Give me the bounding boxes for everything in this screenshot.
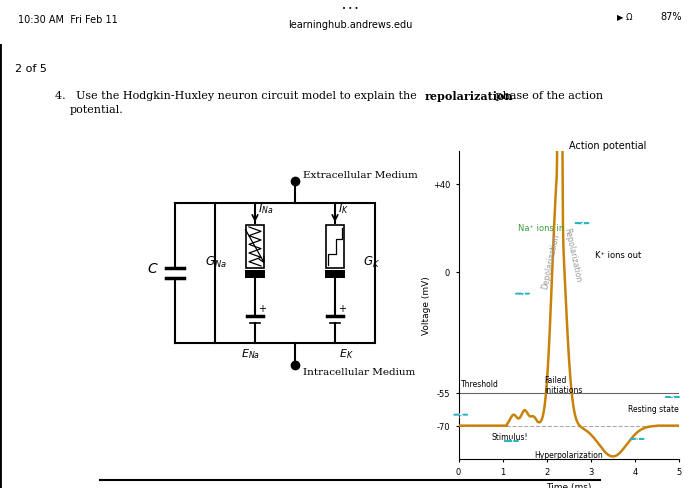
Text: $C$: $C$ bbox=[148, 262, 159, 275]
Text: K⁺ ions out: K⁺ ions out bbox=[595, 250, 641, 259]
X-axis label: Time (ms): Time (ms) bbox=[546, 482, 592, 488]
Circle shape bbox=[505, 441, 519, 442]
Text: learninghub.andrews.edu: learninghub.andrews.edu bbox=[288, 20, 412, 30]
Text: 4: 4 bbox=[635, 436, 640, 442]
Text: $G_{Na}$: $G_{Na}$ bbox=[205, 254, 227, 269]
Text: Intracellular Medium: Intracellular Medium bbox=[303, 367, 415, 376]
Text: repolarization: repolarization bbox=[425, 91, 514, 102]
Text: Threshold: Threshold bbox=[461, 380, 498, 388]
Bar bbox=[215, 203, 375, 343]
Bar bbox=[245, 270, 265, 279]
Text: 87%: 87% bbox=[660, 12, 682, 22]
Text: 1: 1 bbox=[509, 438, 514, 444]
Bar bbox=[246, 225, 264, 268]
Text: $+$: $+$ bbox=[338, 303, 347, 313]
Text: $G_K$: $G_K$ bbox=[363, 254, 380, 269]
Bar bbox=[326, 225, 344, 268]
Y-axis label: Voltage (mV): Voltage (mV) bbox=[422, 276, 431, 334]
Text: Action potential: Action potential bbox=[568, 141, 646, 150]
Bar bbox=[325, 270, 345, 279]
Text: 10:30 AM  Fri Feb 11: 10:30 AM Fri Feb 11 bbox=[18, 15, 118, 25]
Text: potential.: potential. bbox=[70, 105, 124, 115]
Text: 2: 2 bbox=[520, 291, 525, 297]
Text: $E_K$: $E_K$ bbox=[339, 346, 354, 360]
Text: 4.   Use the Hodgkin-Huxley neuron circuit model to explain the: 4. Use the Hodgkin-Huxley neuron circuit… bbox=[55, 91, 420, 101]
Text: phase of the action: phase of the action bbox=[492, 91, 603, 101]
Text: Resting state: Resting state bbox=[629, 404, 679, 413]
Text: Extracellular Medium: Extracellular Medium bbox=[303, 171, 418, 180]
Text: 5: 5 bbox=[458, 412, 463, 418]
Text: 3: 3 bbox=[580, 221, 584, 227]
Text: Depolarization: Depolarization bbox=[541, 233, 561, 289]
Text: $+$: $+$ bbox=[258, 303, 267, 313]
Text: ▶ Ω: ▶ Ω bbox=[617, 13, 633, 21]
Circle shape bbox=[454, 414, 468, 415]
Text: Repolarization: Repolarization bbox=[562, 226, 582, 283]
Text: Hyperpolarization: Hyperpolarization bbox=[534, 450, 603, 459]
Text: $I_{Na}$: $I_{Na}$ bbox=[258, 202, 273, 216]
Text: $E_{Na}$: $E_{Na}$ bbox=[241, 346, 260, 360]
Text: Na⁺ ions in: Na⁺ ions in bbox=[518, 224, 564, 233]
Circle shape bbox=[665, 397, 680, 398]
Text: • • •: • • • bbox=[342, 6, 358, 12]
Text: Failed
initiations: Failed initiations bbox=[545, 375, 583, 395]
Text: Stimulus!: Stimulus! bbox=[491, 432, 528, 441]
Text: 5: 5 bbox=[670, 394, 675, 400]
Text: $I_K$: $I_K$ bbox=[338, 202, 349, 216]
Text: 2 of 5: 2 of 5 bbox=[15, 64, 47, 74]
